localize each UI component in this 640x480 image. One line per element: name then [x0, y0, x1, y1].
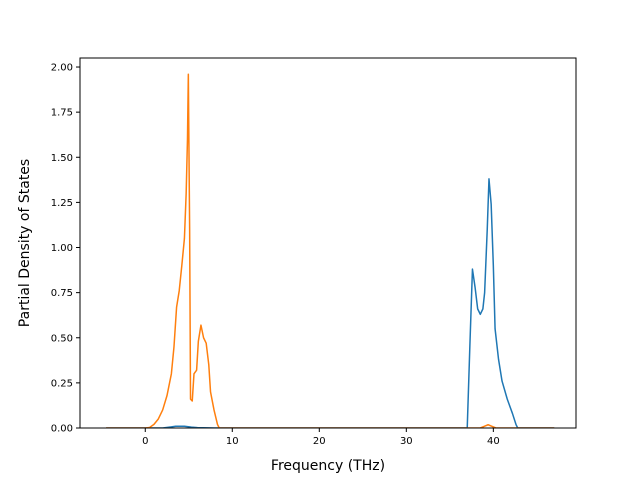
y-tick-label: 1.25: [51, 198, 73, 209]
plot-frame: [79, 57, 577, 429]
x-axis-label: Frequency (THz): [271, 458, 385, 474]
y-tick-label: 1.00: [51, 243, 73, 254]
x-axis: 0 10 20 30 40: [142, 428, 500, 447]
y-tick-label: 2.00: [51, 63, 73, 74]
x-tick-label: 20: [313, 436, 326, 447]
plot-series-group: [106, 73, 555, 428]
x-tick-label: 0: [142, 436, 148, 447]
y-tick-label: 1.75: [51, 108, 73, 119]
x-tick-label: 10: [226, 436, 239, 447]
y-tick-label: 0.25: [51, 378, 73, 389]
y-axis: 0.00 0.25 0.50 0.75 1.00 1.25 1.50 1.75 2.00: [51, 63, 80, 435]
x-tick-label: 30: [400, 436, 413, 447]
series-line-1: [106, 178, 555, 428]
y-tick-label: 1.50: [51, 153, 73, 164]
y-tick-label: 0.50: [51, 333, 73, 344]
series-line-2: [106, 73, 555, 428]
y-axis-label: Partial Density of States: [17, 159, 33, 327]
y-tick-label: 0.00: [51, 424, 73, 435]
y-tick-label: 0.75: [51, 288, 73, 299]
x-tick-label: 40: [487, 436, 500, 447]
